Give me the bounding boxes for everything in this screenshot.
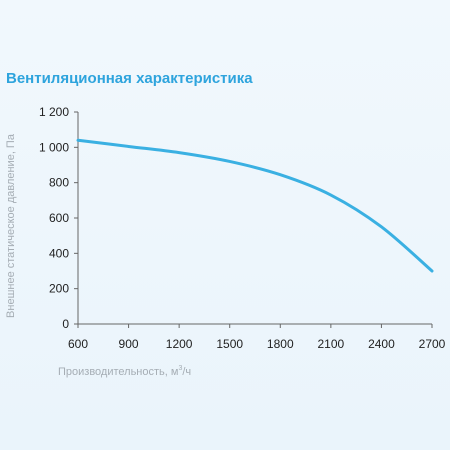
x-tick-label: 900 (119, 337, 139, 351)
x-ticks: 600 900 1200 1500 1800 2100 2400 2700 (68, 324, 446, 351)
y-tick-label: 600 (49, 211, 69, 225)
x-tick-label: 1200 (166, 337, 193, 351)
y-tick-label: 800 (49, 176, 69, 190)
x-axis-label-main: Производительность, м (58, 366, 178, 378)
x-axis-label: Производительность, м3/ч (58, 365, 191, 378)
series-group (76, 138, 434, 273)
x-tick-label: 600 (68, 337, 88, 351)
y-tick-label: 1 000 (39, 140, 69, 154)
x-tick-label: 1800 (267, 337, 294, 351)
y-axis-label: Внешнее статическое давление, Па (5, 133, 17, 318)
x-axis-label-sup: 3 (178, 365, 182, 372)
y-tick-label: 1 200 (39, 105, 69, 119)
x-tick-label: 2700 (419, 337, 446, 351)
series-line (76, 138, 434, 273)
y-ticks: 0 200 400 600 800 1 000 1 200 (39, 105, 78, 331)
y-tick-label: 400 (49, 246, 69, 260)
chart-title: Вентиляционная характеристика (6, 70, 253, 87)
y-tick-label: 0 (62, 317, 69, 331)
x-tick-label: 2400 (368, 337, 395, 351)
x-tick-label: 2100 (318, 337, 345, 351)
axes (77, 112, 432, 325)
x-axis-label-suffix: /ч (182, 366, 191, 378)
x-tick-label: 1500 (216, 337, 243, 351)
y-tick-label: 200 (49, 282, 69, 296)
